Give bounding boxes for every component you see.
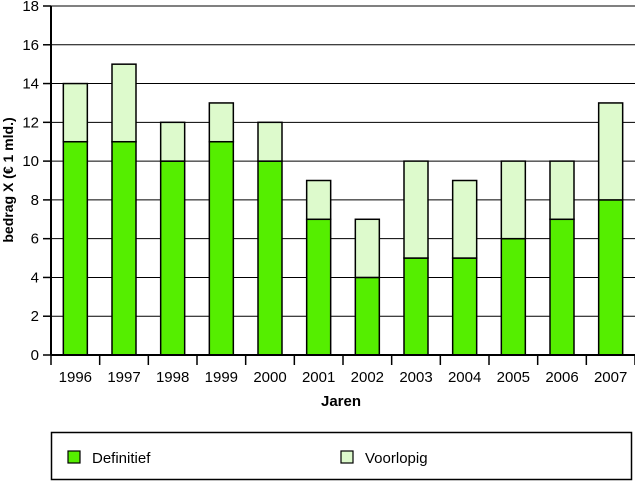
bars: [62, 63, 624, 356]
bar-voorlopig-2004: [451, 179, 478, 259]
bar-voorlopig-1998: [159, 121, 186, 162]
y-tick-label: 12: [22, 114, 39, 131]
x-tick-label: 2002: [351, 369, 384, 386]
y-tick-label: 6: [31, 231, 39, 248]
bar-voorlopig-2007: [597, 102, 624, 201]
bar-definitief-2001: [305, 218, 332, 356]
bar-definitief-1996: [62, 140, 89, 356]
bar-definitief-2007: [597, 199, 624, 356]
bar-voorlopig-2001: [305, 179, 332, 221]
y-axis-label: bedrag X (€ 1 mld.): [0, 117, 16, 242]
x-tick-label: 1998: [156, 369, 189, 386]
bar-definitief-2004: [451, 257, 478, 356]
x-tick-label: 2004: [448, 369, 481, 386]
y-tick-label: 8: [31, 192, 39, 209]
bar-definitief-1997: [111, 140, 137, 356]
x-tick-label: 2000: [253, 369, 286, 386]
bar-definitief-2003: [403, 257, 429, 356]
legend-label-voorlopig: Voorlopig: [365, 450, 428, 467]
bar-voorlopig-2000: [257, 121, 283, 162]
x-tick-label: 1997: [107, 369, 140, 386]
y-tick-label: 18: [22, 0, 39, 15]
x-tick-label: 2007: [594, 369, 627, 386]
grid-lines: [51, 5, 635, 317]
bar-voorlopig-2003: [403, 160, 429, 259]
bar-definitief-2005: [500, 237, 527, 356]
bar-definitief-2000: [257, 160, 283, 356]
axes: 0 2 4 6 8 10 12 14 16 18 1996 1997 1998 1999 2000 2001 2…: [22, 0, 635, 386]
y-tick-label: 16: [22, 37, 39, 54]
bar-voorlopig-1999: [208, 102, 235, 143]
x-tick-label: 2003: [399, 369, 432, 386]
bar-definitief-2002: [354, 276, 381, 356]
y-tick-label: 2: [31, 308, 39, 325]
legend-swatch-voorlopig: [340, 450, 354, 464]
y-tick-label: 0: [31, 347, 39, 364]
y-tick-label: 10: [22, 153, 39, 170]
bar-voorlopig-1997: [111, 63, 137, 143]
x-tick-label: 2005: [497, 369, 530, 386]
bar-definitief-1998: [159, 160, 186, 356]
bar-voorlopig-1996: [62, 82, 89, 143]
bar-voorlopig-2005: [500, 160, 527, 240]
legend-swatch-definitief: [67, 450, 81, 464]
x-tick-label: 2006: [545, 369, 578, 386]
bar-definitief-2006: [549, 218, 575, 356]
x-tick-label: 1996: [59, 369, 92, 386]
bar-voorlopig-2002: [354, 218, 381, 279]
x-tick-label: 1999: [205, 369, 238, 386]
x-tick-label: 2001: [302, 369, 335, 386]
bar-definitief-1999: [208, 140, 235, 356]
x-axis-label: Jaren: [321, 393, 361, 410]
y-tick-label: 4: [31, 269, 39, 286]
y-tick-label: 14: [22, 76, 39, 93]
legend-label-definitief: Definitief: [92, 450, 151, 467]
bar-voorlopig-2006: [549, 160, 575, 221]
